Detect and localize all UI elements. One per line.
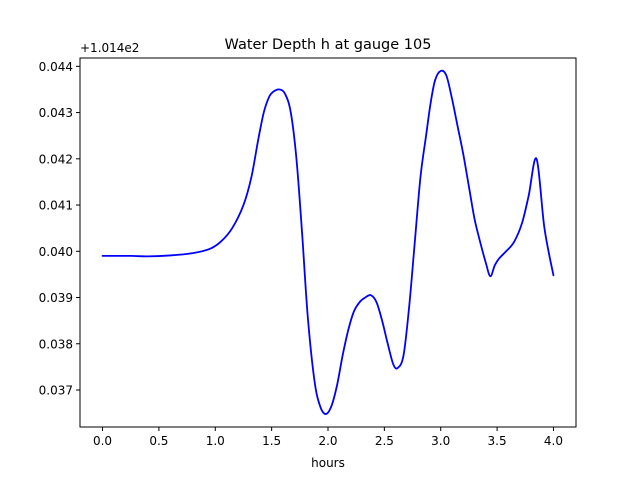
x-tick-label: 0.0 xyxy=(93,434,112,448)
y-tick-label: 0.043 xyxy=(39,106,73,120)
y-tick-label: 0.037 xyxy=(39,384,73,398)
x-tick-label: 3.5 xyxy=(488,434,507,448)
y-tick-label: 0.041 xyxy=(39,199,73,213)
x-tick-label: 2.0 xyxy=(318,434,337,448)
y-offset-label: +1.014e2 xyxy=(80,41,139,55)
y-tick-label: 0.038 xyxy=(39,337,73,351)
y-tick-label: 0.042 xyxy=(39,152,73,166)
series-layer xyxy=(101,69,555,415)
x-tick-label: 3.0 xyxy=(431,434,450,448)
ticks-layer: 0.0 0.5 1.0 1.5 2.0 2.5 3.0 3.5 4.0 0.037 0.038 0.0… xyxy=(39,60,563,448)
series-line-0 xyxy=(101,69,555,415)
chart-title: Water Depth h at gauge 105 xyxy=(225,37,432,53)
x-tick-label: 2.5 xyxy=(375,434,394,448)
x-tick-label: 4.0 xyxy=(544,434,563,448)
x-tick-label: 1.5 xyxy=(262,434,281,448)
x-axis-label: hours xyxy=(311,456,345,470)
x-tick-label: 1.0 xyxy=(206,434,225,448)
y-tick-label: 0.040 xyxy=(39,245,73,259)
y-tick-label: 0.039 xyxy=(39,291,73,305)
y-tick-label: 0.044 xyxy=(39,60,73,74)
x-tick-label: 0.5 xyxy=(149,434,168,448)
plot-frame xyxy=(79,57,577,428)
